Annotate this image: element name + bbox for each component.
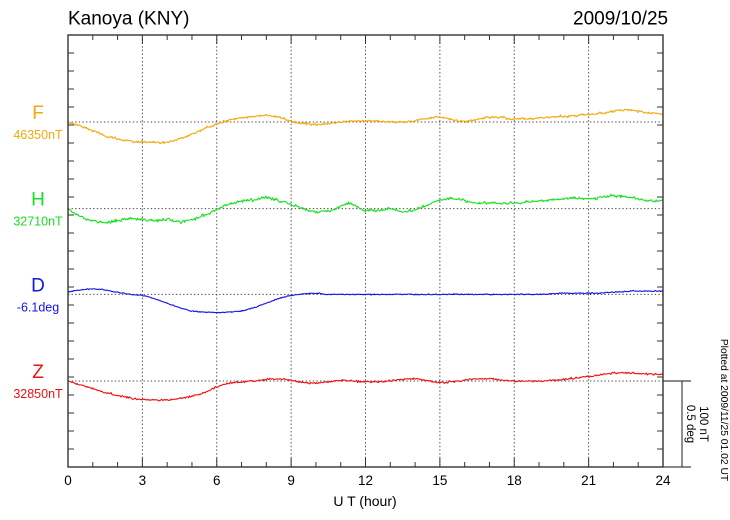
svg-text:Kanoya (KNY): Kanoya (KNY) [68, 9, 189, 30]
svg-text:100 nT: 100 nT [697, 406, 709, 442]
svg-text:18: 18 [507, 473, 522, 488]
svg-text:32850nT: 32850nT [13, 387, 63, 401]
svg-text:Plotted at 2009/11/25 01.02 UT: Plotted at 2009/11/25 01.02 UT [718, 339, 729, 482]
svg-text:32710nT: 32710nT [13, 215, 63, 229]
svg-text:12: 12 [358, 473, 373, 488]
svg-text:9: 9 [287, 473, 295, 488]
svg-text:0: 0 [64, 473, 72, 488]
svg-text:U T (hour): U T (hour) [333, 493, 396, 509]
svg-text:-6.1deg: -6.1deg [17, 300, 59, 314]
svg-text:24: 24 [655, 473, 671, 488]
svg-text:0.5 deg: 0.5 deg [684, 405, 696, 443]
svg-text:21: 21 [581, 473, 596, 488]
svg-text:15: 15 [432, 473, 447, 488]
svg-text:Z: Z [32, 362, 44, 383]
svg-text:46350nT: 46350nT [13, 128, 63, 142]
svg-text:F: F [32, 103, 44, 124]
svg-text:3: 3 [139, 473, 147, 488]
svg-text:H: H [31, 190, 45, 211]
svg-text:6: 6 [213, 473, 221, 488]
svg-text:2009/10/25: 2009/10/25 [573, 9, 668, 30]
svg-text:D: D [31, 275, 45, 296]
